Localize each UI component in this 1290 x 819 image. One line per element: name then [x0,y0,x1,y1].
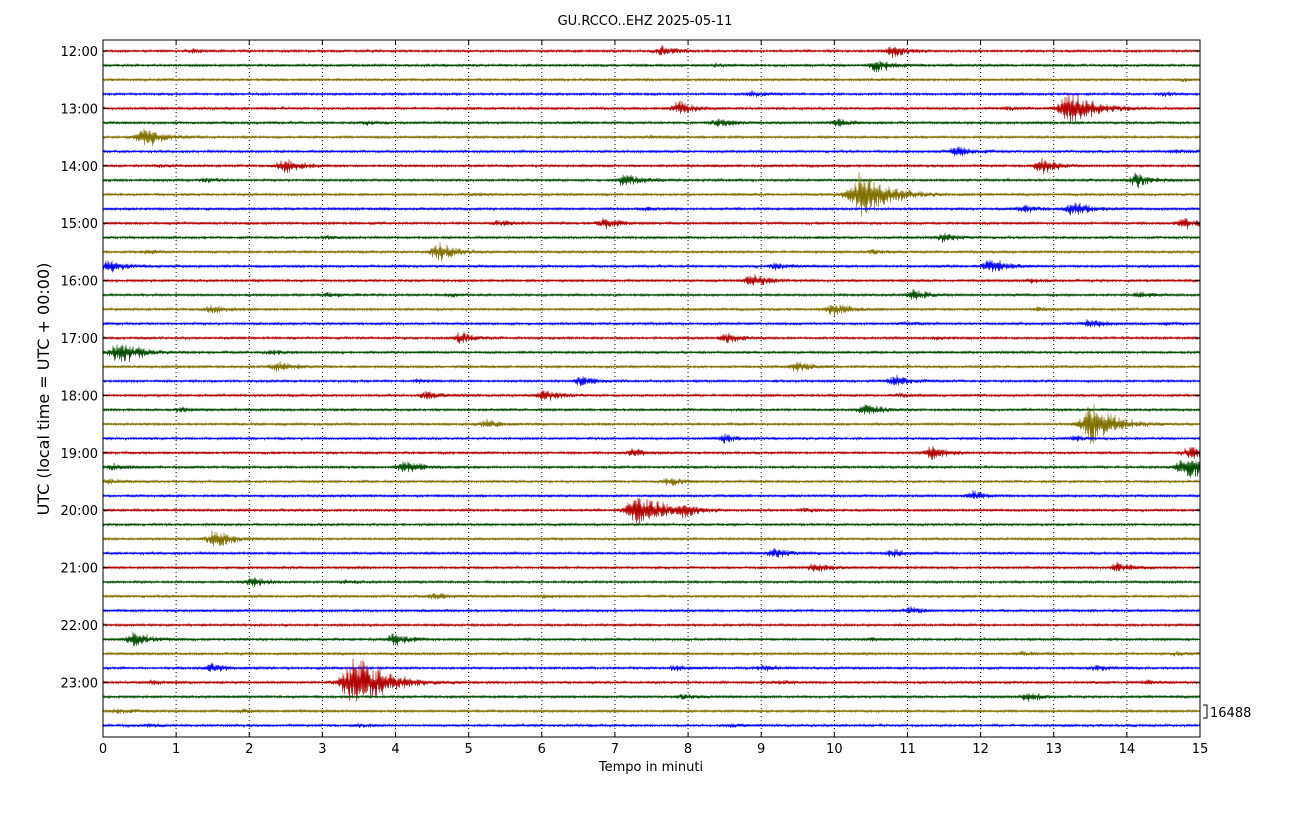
x-tick-label: 9 [757,742,765,757]
y-tick-label: 22:00 [61,619,98,634]
scale-bar: 16488 [1203,704,1251,721]
chart-title: GU.RCCO..EHZ 2025-05-11 [558,14,733,29]
y-tick-label: 20:00 [61,504,98,519]
trace-23 [102,374,1201,387]
y-tick-label: 21:00 [61,562,98,577]
y-tick-label: 15:00 [61,217,98,232]
x-tick-label: 7 [611,742,619,757]
x-tick-label: 6 [538,742,546,757]
x-tick-label: 2 [245,742,253,757]
seismic-traces [102,44,1201,729]
trace-39 [102,606,1201,614]
x-tick-label: 15 [1192,742,1209,757]
y-axis-label: UTC (local time = UTC + 00:00) [34,263,53,516]
x-axis-ticks: 0 1 2 3 4 5 6 7 8 9 10 11 12 13 14 15 [99,40,1208,757]
y-tick-label: 18:00 [61,389,98,404]
y-tick-label: 23:00 [61,676,98,691]
trace-36 [102,561,1201,572]
grid-lines [175,40,1128,737]
trace-1 [102,60,1201,73]
plot-frame [102,39,1201,738]
y-tick-label: 16:00 [61,275,98,290]
x-tick-label: 5 [465,742,473,757]
trace-31 [102,490,1201,499]
trace-18 [102,304,1201,316]
x-tick-label: 4 [391,742,399,757]
y-tick-label: 12:00 [61,45,98,60]
x-tick-label: 11 [899,742,916,757]
y-tick-label: 13:00 [61,102,98,117]
trace-21 [102,344,1201,363]
x-tick-label: 14 [1119,742,1136,757]
trace-45 [102,693,1201,703]
scale-bar-label: 16488 [1210,706,1251,721]
trace-34 [102,530,1201,547]
y-tick-label: 14:00 [61,160,98,175]
trace-16 [102,274,1201,286]
y-axis-ticks: 12:00 13:00 14:00 15:00 16:00 17:00 18:00 19:00… [61,45,1200,691]
x-tick-label: 1 [172,742,180,757]
trace-43 [102,662,1201,672]
trace-44 [102,658,1201,702]
x-tick-label: 13 [1045,742,1062,757]
x-tick-label: 12 [972,742,989,757]
x-axis-label: Tempo in minuti [598,760,703,775]
x-tick-label: 3 [318,742,326,757]
y-tick-label: 19:00 [61,447,98,462]
x-tick-label: 8 [684,742,692,757]
y-tick-label: 17:00 [61,332,98,347]
trace-29 [102,459,1201,478]
x-tick-label: 0 [99,742,107,757]
x-tick-label: 10 [826,742,843,757]
